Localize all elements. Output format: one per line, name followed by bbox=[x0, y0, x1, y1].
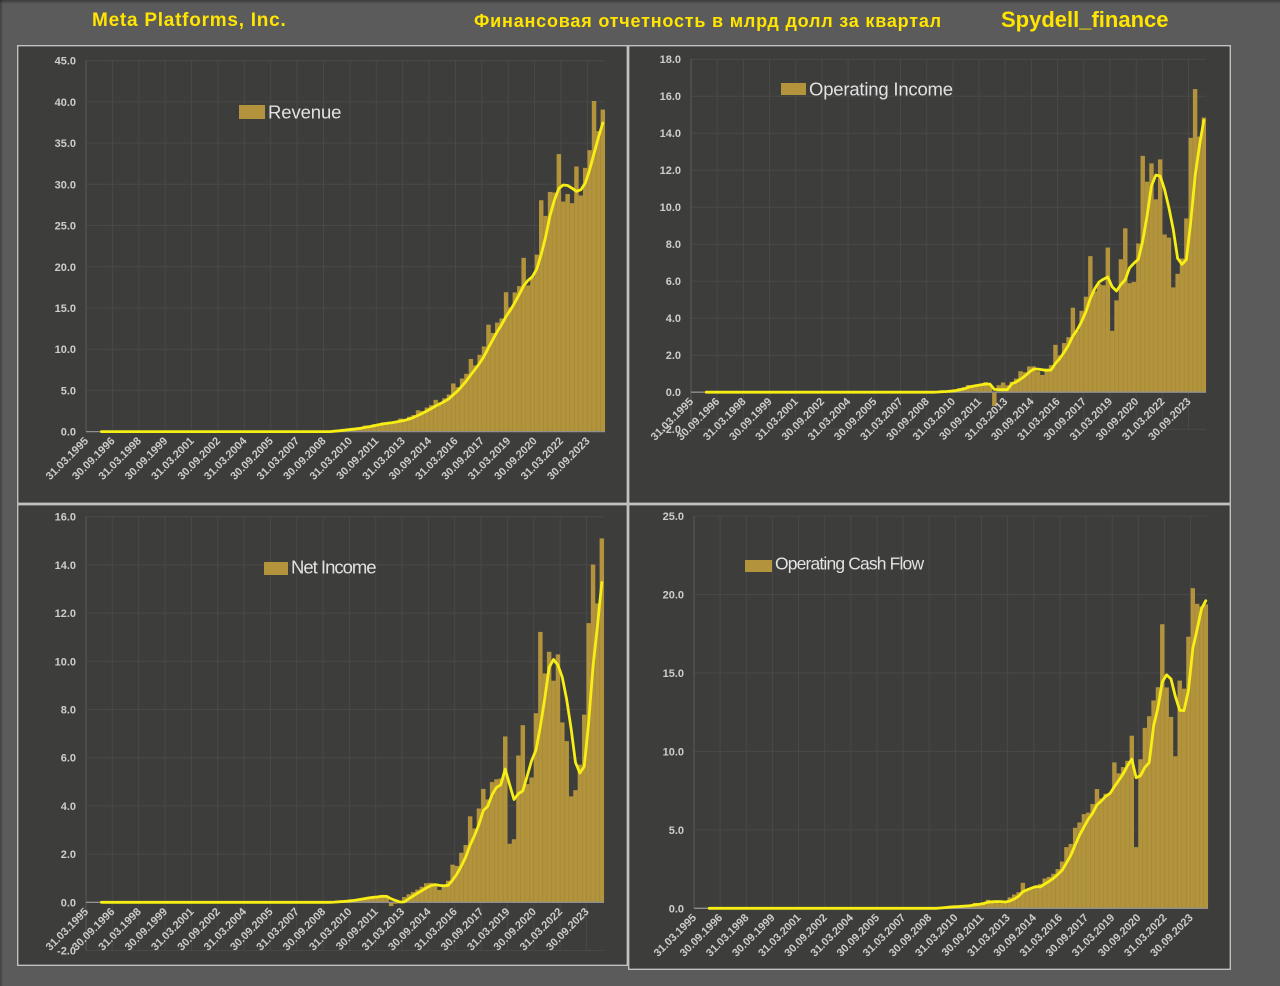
svg-text:15.0: 15.0 bbox=[55, 303, 76, 315]
svg-text:2.0: 2.0 bbox=[666, 350, 681, 362]
svg-text:10.0: 10.0 bbox=[663, 746, 684, 758]
svg-text:25.0: 25.0 bbox=[663, 511, 684, 523]
svg-text:6.0: 6.0 bbox=[61, 753, 76, 765]
svg-text:5.0: 5.0 bbox=[669, 825, 684, 837]
svg-text:0.0: 0.0 bbox=[61, 427, 76, 439]
svg-text:8.0: 8.0 bbox=[61, 705, 76, 717]
svg-text:12.0: 12.0 bbox=[55, 608, 76, 620]
svg-text:40.0: 40.0 bbox=[55, 97, 76, 109]
svg-text:16.0: 16.0 bbox=[660, 91, 681, 103]
svg-text:6.0: 6.0 bbox=[666, 276, 681, 288]
svg-text:12.0: 12.0 bbox=[660, 165, 681, 177]
svg-text:Operating Income: Operating Income bbox=[809, 79, 953, 100]
svg-text:4.0: 4.0 bbox=[61, 801, 76, 813]
svg-text:2.0: 2.0 bbox=[61, 849, 76, 861]
svg-text:20.0: 20.0 bbox=[663, 590, 684, 602]
svg-text:14.0: 14.0 bbox=[660, 128, 681, 140]
svg-text:0.0: 0.0 bbox=[669, 903, 684, 915]
svg-text:-2.0: -2.0 bbox=[57, 946, 76, 958]
svg-text:30.0: 30.0 bbox=[55, 179, 76, 191]
svg-text:Net Income: Net Income bbox=[291, 557, 376, 578]
svg-text:18.0: 18.0 bbox=[660, 54, 681, 66]
svg-text:Operating Cash Flow: Operating Cash Flow bbox=[775, 554, 924, 574]
svg-text:10.0: 10.0 bbox=[55, 656, 76, 668]
svg-text:10.0: 10.0 bbox=[55, 344, 76, 356]
svg-text:35.0: 35.0 bbox=[55, 138, 76, 150]
svg-text:8.0: 8.0 bbox=[666, 239, 681, 251]
svg-text:10.0: 10.0 bbox=[660, 202, 681, 214]
svg-text:0.0: 0.0 bbox=[61, 897, 76, 909]
svg-text:20.0: 20.0 bbox=[55, 262, 76, 274]
svg-text:15.0: 15.0 bbox=[663, 668, 684, 680]
svg-text:4.0: 4.0 bbox=[666, 313, 681, 325]
svg-text:-2.0: -2.0 bbox=[662, 424, 681, 436]
svg-text:Revenue: Revenue bbox=[268, 102, 341, 123]
svg-text:5.0: 5.0 bbox=[61, 385, 76, 397]
svg-text:0.0: 0.0 bbox=[666, 387, 681, 399]
svg-text:25.0: 25.0 bbox=[55, 221, 76, 233]
svg-text:45.0: 45.0 bbox=[55, 56, 76, 68]
svg-text:16.0: 16.0 bbox=[55, 512, 76, 524]
svg-text:14.0: 14.0 bbox=[55, 560, 76, 572]
